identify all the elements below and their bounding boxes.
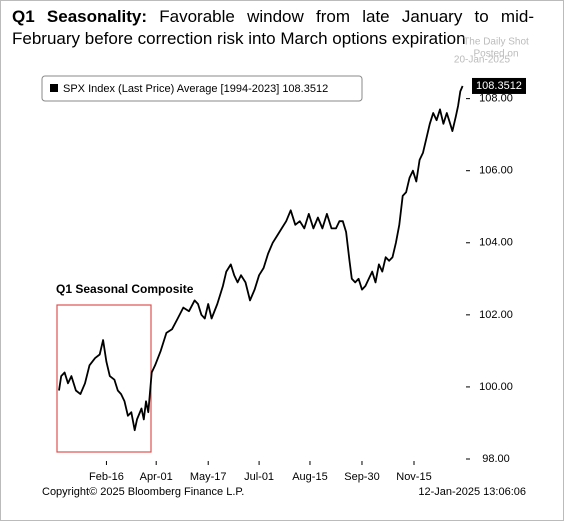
y-tick-label: 104.00	[479, 237, 513, 249]
watermark: 20-Jan-2025	[454, 55, 511, 66]
watermark: The Daily Shot	[463, 37, 529, 48]
footer-right: 12-Jan-2025 13:06:06	[418, 486, 526, 498]
y-tick-label: 98.00	[482, 453, 510, 465]
x-tick-label: Apr-01	[140, 471, 173, 483]
x-tick-label: Jul-01	[244, 471, 274, 483]
chart-subtitle: Favorable window from late January to mi…	[12, 7, 534, 48]
y-tick-label: 108.00	[479, 93, 513, 105]
legend-box	[41, 75, 363, 102]
legend-label: SPX Index (Last Price) Average [1994-202…	[63, 83, 328, 95]
title-block: Q1 Seasonality: Favorable window from la…	[12, 6, 534, 50]
watermark: Posted on	[473, 49, 518, 60]
y-tick-label: 100.00	[479, 381, 513, 393]
x-tick-label: Sep-30	[344, 471, 379, 483]
legend-swatch	[50, 84, 58, 92]
last-value-tag	[472, 77, 526, 94]
annotation: Q1 Seasonal Composite	[56, 282, 194, 296]
y-tick-label: 102.00	[479, 309, 513, 321]
last-value-label: 108.3512	[476, 80, 522, 92]
x-tick-label: Nov-15	[396, 471, 431, 483]
x-tick-label: May-17	[190, 471, 227, 483]
x-tick-label: Aug-15	[292, 471, 327, 483]
chart-title: Q1 Seasonality:	[12, 7, 148, 26]
footer-left: Copyright© 2025 Bloomberg Finance L.P.	[42, 486, 244, 498]
x-tick-label: Feb-16	[89, 471, 124, 483]
y-tick-label: 106.00	[479, 165, 513, 177]
line-series	[58, 85, 464, 432]
